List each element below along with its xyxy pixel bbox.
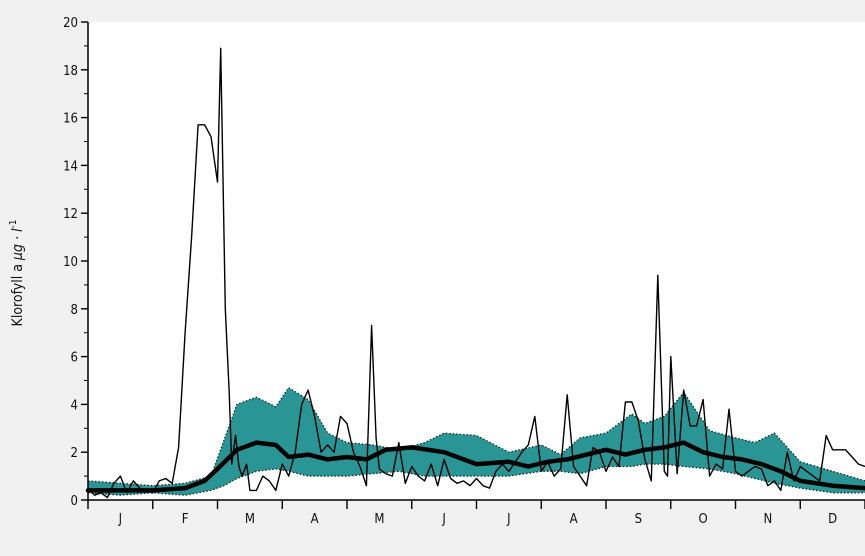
range-band — [88, 387, 865, 496]
y-tick-label: 20 — [63, 16, 78, 31]
band-layer — [87, 386, 865, 496]
y-tick-label: 4 — [71, 398, 78, 413]
range-band-lower — [87, 463, 865, 496]
y-tick-label: 8 — [71, 303, 78, 318]
month-label: M — [245, 512, 255, 527]
observed-series-line — [87, 47, 865, 499]
mean-series-layer — [85, 440, 865, 493]
plot-area — [88, 22, 865, 500]
mean-series-line — [85, 440, 865, 493]
observed-series-layer — [87, 47, 865, 499]
month-label: F — [182, 512, 189, 527]
month-label: J — [506, 512, 510, 527]
y-tick-label: 16 — [63, 112, 78, 127]
y-tick-label: 18 — [63, 64, 78, 79]
y-tick-label: 0 — [71, 494, 78, 509]
y-axis-label: Klorofyll a μg · l-1 — [8, 220, 26, 327]
y-tick-label: 6 — [71, 351, 78, 366]
month-label: O — [699, 512, 708, 527]
month-label: A — [570, 512, 578, 527]
y-tick-label: 10 — [63, 255, 78, 270]
month-label: J — [441, 512, 445, 527]
month-label: J — [118, 512, 122, 527]
month-label: M — [374, 512, 384, 527]
month-label: D — [828, 512, 837, 527]
month-label: N — [764, 512, 773, 527]
month-label: A — [311, 512, 319, 527]
range-band-upper — [87, 386, 865, 487]
y-tick-label: 2 — [71, 446, 78, 461]
y-axis-label-unit: μg · l — [10, 228, 26, 261]
month-label: S — [635, 512, 642, 527]
y-axis-label-main: Klorofyll a — [10, 260, 26, 326]
y-ticks: 0 2 4 6 8 10 12 14 16 18 20 — [63, 16, 88, 509]
y-tick-label: 12 — [63, 207, 78, 222]
y-axis-label-sup: -1 — [8, 220, 19, 229]
y-tick-label: 14 — [63, 159, 78, 174]
